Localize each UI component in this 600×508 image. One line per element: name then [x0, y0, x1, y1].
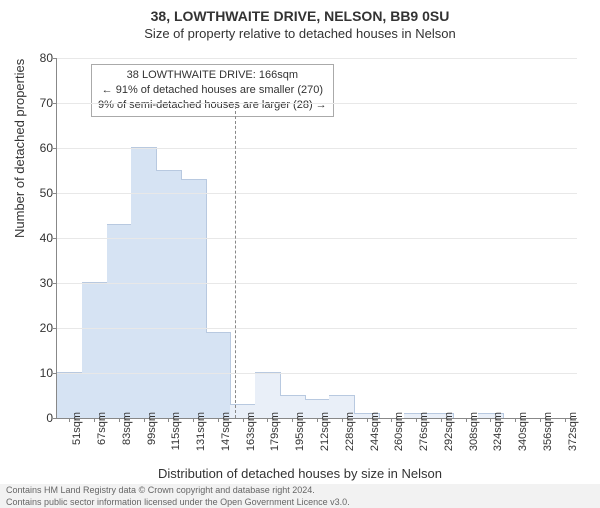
x-tick-mark	[466, 418, 467, 422]
x-tick-mark	[416, 418, 417, 422]
bar	[181, 179, 207, 419]
bar	[156, 170, 182, 419]
histogram-chart: 38 LOWTHWAITE DRIVE: 166sqm ← 91% of det…	[56, 58, 577, 419]
x-tick-mark	[540, 418, 541, 422]
x-tick: 308sqm	[468, 412, 480, 451]
x-tick: 372sqm	[567, 412, 579, 451]
y-tick: 60	[27, 141, 53, 155]
grid-line	[57, 283, 577, 284]
annotation-line-1: 38 LOWTHWAITE DRIVE: 166sqm	[98, 68, 327, 83]
x-tick-mark	[515, 418, 516, 422]
page-title: 38, LOWTHWAITE DRIVE, NELSON, BB9 0SU	[0, 8, 600, 24]
x-tick-mark	[243, 418, 244, 422]
x-tick-mark	[342, 418, 343, 422]
x-tick: 292sqm	[443, 412, 455, 451]
x-tick: 276sqm	[418, 412, 430, 451]
y-tick: 40	[27, 231, 53, 245]
y-tick: 20	[27, 321, 53, 335]
y-tick: 10	[27, 366, 53, 380]
x-tick-mark	[94, 418, 95, 422]
x-tick: 356sqm	[542, 412, 554, 451]
bar	[206, 332, 232, 419]
grid-line	[57, 238, 577, 239]
x-tick: 115sqm	[170, 412, 182, 450]
x-tick: 67sqm	[96, 412, 108, 445]
x-tick-mark	[441, 418, 442, 422]
bar	[82, 282, 108, 418]
x-tick: 260sqm	[393, 412, 405, 451]
y-tick: 80	[27, 51, 53, 65]
y-tick: 70	[27, 96, 53, 110]
y-axis-label: Number of detached properties	[12, 59, 27, 238]
x-tick-mark	[144, 418, 145, 422]
x-tick-mark	[565, 418, 566, 422]
grid-line	[57, 373, 577, 374]
x-tick: 212sqm	[319, 412, 331, 451]
annotation-line-3: 9% of semi-detached houses are larger (2…	[98, 98, 327, 113]
grid-line	[57, 193, 577, 194]
footer: Contains HM Land Registry data © Crown c…	[0, 484, 600, 508]
y-tick: 30	[27, 276, 53, 290]
grid-line	[57, 103, 577, 104]
grid-line	[57, 58, 577, 59]
footer-line-1: Contains HM Land Registry data © Crown c…	[6, 484, 600, 496]
x-tick-mark	[218, 418, 219, 422]
x-tick-mark	[119, 418, 120, 422]
x-tick: 83sqm	[121, 412, 133, 445]
x-tick: 99sqm	[146, 412, 158, 445]
annotation-line-2: ← 91% of detached houses are smaller (27…	[98, 83, 327, 98]
x-tick: 244sqm	[369, 412, 381, 451]
x-tick: 163sqm	[245, 412, 257, 451]
x-tick: 228sqm	[344, 412, 356, 451]
x-tick: 340sqm	[517, 412, 529, 451]
x-tick: 179sqm	[269, 412, 281, 451]
x-tick: 147sqm	[220, 412, 232, 451]
x-tick: 195sqm	[294, 412, 306, 451]
x-tick: 51sqm	[71, 412, 83, 445]
bar	[107, 224, 133, 419]
page-subtitle: Size of property relative to detached ho…	[0, 26, 600, 41]
x-tick: 131sqm	[195, 412, 207, 451]
x-axis-label: Distribution of detached houses by size …	[0, 466, 600, 481]
x-tick-mark	[317, 418, 318, 422]
grid-line	[57, 148, 577, 149]
y-tick: 50	[27, 186, 53, 200]
x-tick-mark	[367, 418, 368, 422]
grid-line	[57, 328, 577, 329]
y-tick: 0	[27, 411, 53, 425]
annotation-box: 38 LOWTHWAITE DRIVE: 166sqm ← 91% of det…	[91, 64, 334, 117]
footer-line-2: Contains public sector information licen…	[6, 496, 600, 508]
x-tick: 324sqm	[492, 412, 504, 451]
marker-line	[235, 106, 236, 418]
